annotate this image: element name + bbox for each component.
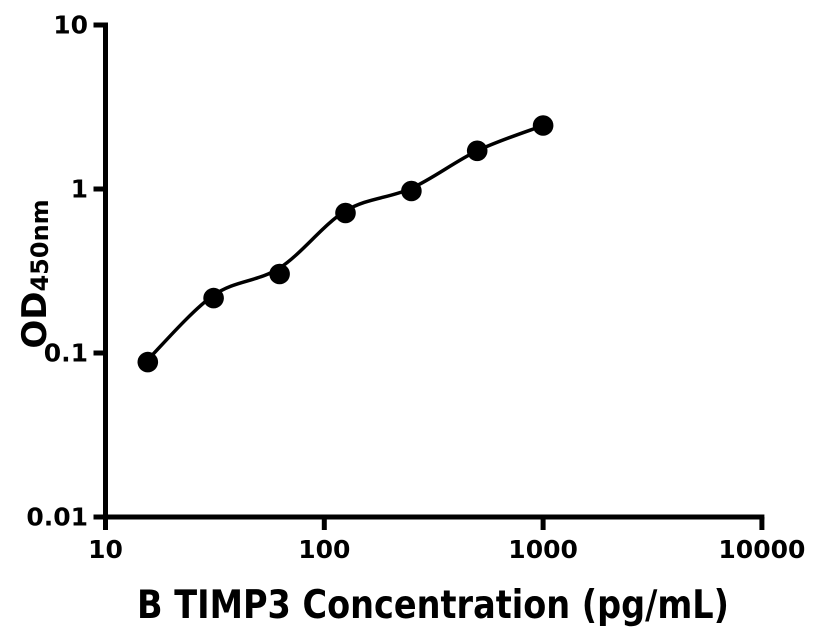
data-point-marker [401, 180, 422, 202]
data-point-marker [335, 202, 356, 224]
y-tick-group: 0.01 0.1 1 10 [26, 11, 106, 532]
data-point-marker [269, 263, 290, 285]
x-axis-title: B TIMP3 Concentration (pg/mL) [137, 583, 729, 628]
x-tick-label: 100 [298, 535, 350, 564]
data-point-marker [137, 351, 159, 373]
data-point-marker [532, 115, 554, 136]
x-tick-label: 10000 [718, 535, 805, 564]
x-tick-label: 1000 [508, 535, 578, 564]
y-tick-label: 0.1 [44, 339, 88, 368]
data-point-marker [466, 140, 488, 162]
y-axis-title-base: OD [15, 292, 55, 349]
y-tick-label: 1 [71, 175, 88, 204]
y-axis: 0.01 0.1 1 10 [26, 11, 108, 532]
x-axis: 10 100 1000 10000 [88, 514, 805, 564]
y-tick-label: 0.01 [26, 503, 88, 532]
y-axis-title-subscript: 450nm [26, 199, 54, 291]
fit-curve-path [146, 123, 544, 361]
y-axis-title: OD450nm [15, 199, 55, 348]
data-point-marker [203, 287, 224, 309]
y-tick-label: 10 [53, 11, 88, 40]
data-point-group [137, 115, 554, 373]
x-tick-label: 10 [88, 535, 123, 564]
x-tick-group: 10 100 1000 10000 [88, 517, 805, 564]
